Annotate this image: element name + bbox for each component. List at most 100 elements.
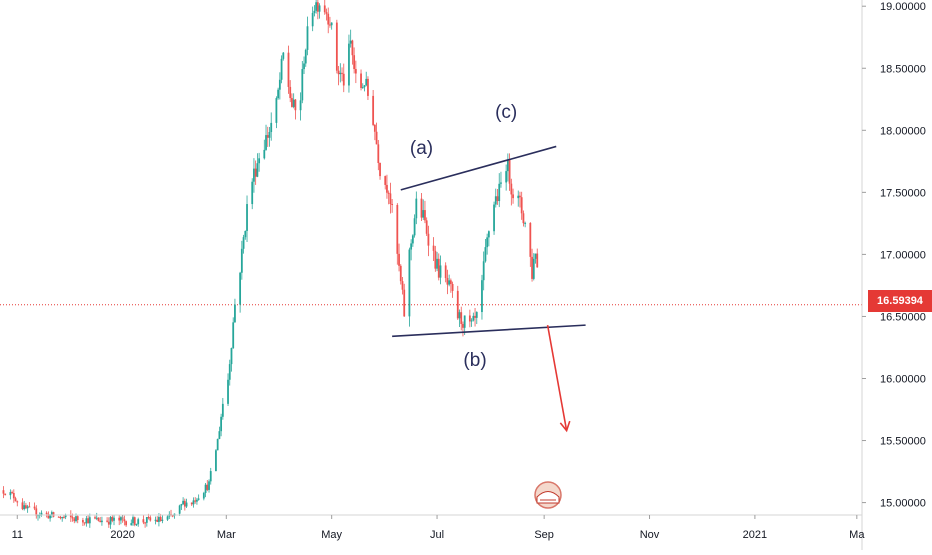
watermark-logo [534, 481, 562, 509]
candle-body [391, 204, 394, 206]
candle-body [101, 520, 103, 523]
candle [196, 497, 198, 505]
candle [232, 317, 235, 349]
candle [209, 467, 212, 485]
candle-body [313, 10, 316, 13]
candle-body [348, 43, 350, 86]
candle [458, 309, 461, 328]
candle [111, 515, 114, 523]
candle-body [474, 315, 476, 318]
trendline-lower[interactable] [392, 324, 586, 338]
projection-arrow[interactable] [546, 324, 571, 433]
candle [487, 230, 490, 247]
candle [125, 520, 128, 527]
candle-body [289, 86, 292, 99]
candle-body [482, 261, 485, 281]
candle [50, 510, 53, 519]
candle [498, 173, 501, 208]
candle-body [107, 521, 110, 525]
candle-body [306, 26, 309, 50]
candle [349, 29, 352, 48]
candle [220, 413, 223, 437]
candle [216, 438, 219, 451]
candle [239, 271, 242, 313]
candle-body [149, 517, 152, 521]
candle [208, 479, 210, 493]
candle [278, 72, 281, 100]
candle [532, 253, 535, 281]
candle [294, 98, 297, 120]
candle-body [40, 512, 43, 515]
time-tick-label: Ma [849, 529, 865, 541]
candle [113, 514, 115, 526]
candle [94, 515, 96, 520]
trendlines[interactable] [392, 145, 586, 338]
candle [299, 92, 302, 121]
candle-body [299, 100, 302, 111]
price-axis[interactable]: 15.00000 15.50000 16.00000 16.50000 17.00000… [861, 0, 926, 550]
candle-body [246, 204, 248, 231]
candle-body [318, 5, 321, 12]
wave-labels: (a) (b) (c) [410, 102, 517, 371]
candle-body [508, 159, 511, 184]
candle-body [339, 72, 342, 75]
candle [363, 85, 366, 92]
candle-body [303, 63, 305, 70]
candle-body [379, 162, 381, 177]
candle [85, 516, 88, 527]
candle [335, 19, 338, 74]
candle-body [118, 517, 121, 521]
candle [2, 486, 5, 499]
trendline-upper[interactable] [400, 145, 557, 191]
price-tick-label: 15.50000 [880, 436, 926, 448]
candle [215, 449, 217, 472]
candle-body [106, 520, 109, 522]
current-price-label: 16.59394 [868, 290, 932, 312]
candle [386, 174, 388, 199]
candle-body [26, 506, 29, 509]
candle-body [49, 515, 51, 519]
candle-body [337, 70, 340, 75]
candle [410, 239, 413, 261]
candle-body [132, 517, 134, 524]
candle [59, 515, 62, 520]
candle [263, 139, 266, 160]
candle-body [444, 265, 447, 279]
time-axis[interactable]: 11 2020 Mar May Jul Sep Nov 2021 Ma [0, 514, 865, 541]
candle [87, 514, 90, 524]
candle-body [130, 523, 133, 526]
candle-body [133, 517, 136, 525]
price-tick-label: 16.50000 [880, 311, 926, 323]
candle-body [408, 249, 411, 317]
candle-body [484, 247, 487, 262]
candle [107, 517, 110, 528]
candle-body [154, 519, 157, 521]
candle [460, 306, 463, 331]
candle [323, 0, 326, 15]
candle [375, 122, 378, 145]
candle [517, 190, 520, 207]
candle-body [69, 514, 72, 518]
candle [228, 359, 231, 386]
time-tick-label: Sep [534, 529, 554, 541]
candle-body [161, 519, 164, 521]
candles [2, 0, 539, 529]
candle-body [202, 493, 205, 499]
candle-body [85, 518, 88, 524]
candle [242, 234, 245, 254]
candle-body [349, 40, 352, 44]
candle [348, 34, 350, 93]
candle-body [256, 163, 259, 177]
candle-body [519, 195, 521, 198]
candle-body [45, 512, 48, 514]
candle [351, 39, 354, 65]
candle-body [487, 231, 490, 238]
candle-body [475, 312, 478, 318]
candle-body [498, 183, 501, 202]
candle [315, 0, 318, 14]
candle [95, 512, 98, 521]
candle-body [448, 280, 451, 285]
candle-body [534, 253, 537, 259]
